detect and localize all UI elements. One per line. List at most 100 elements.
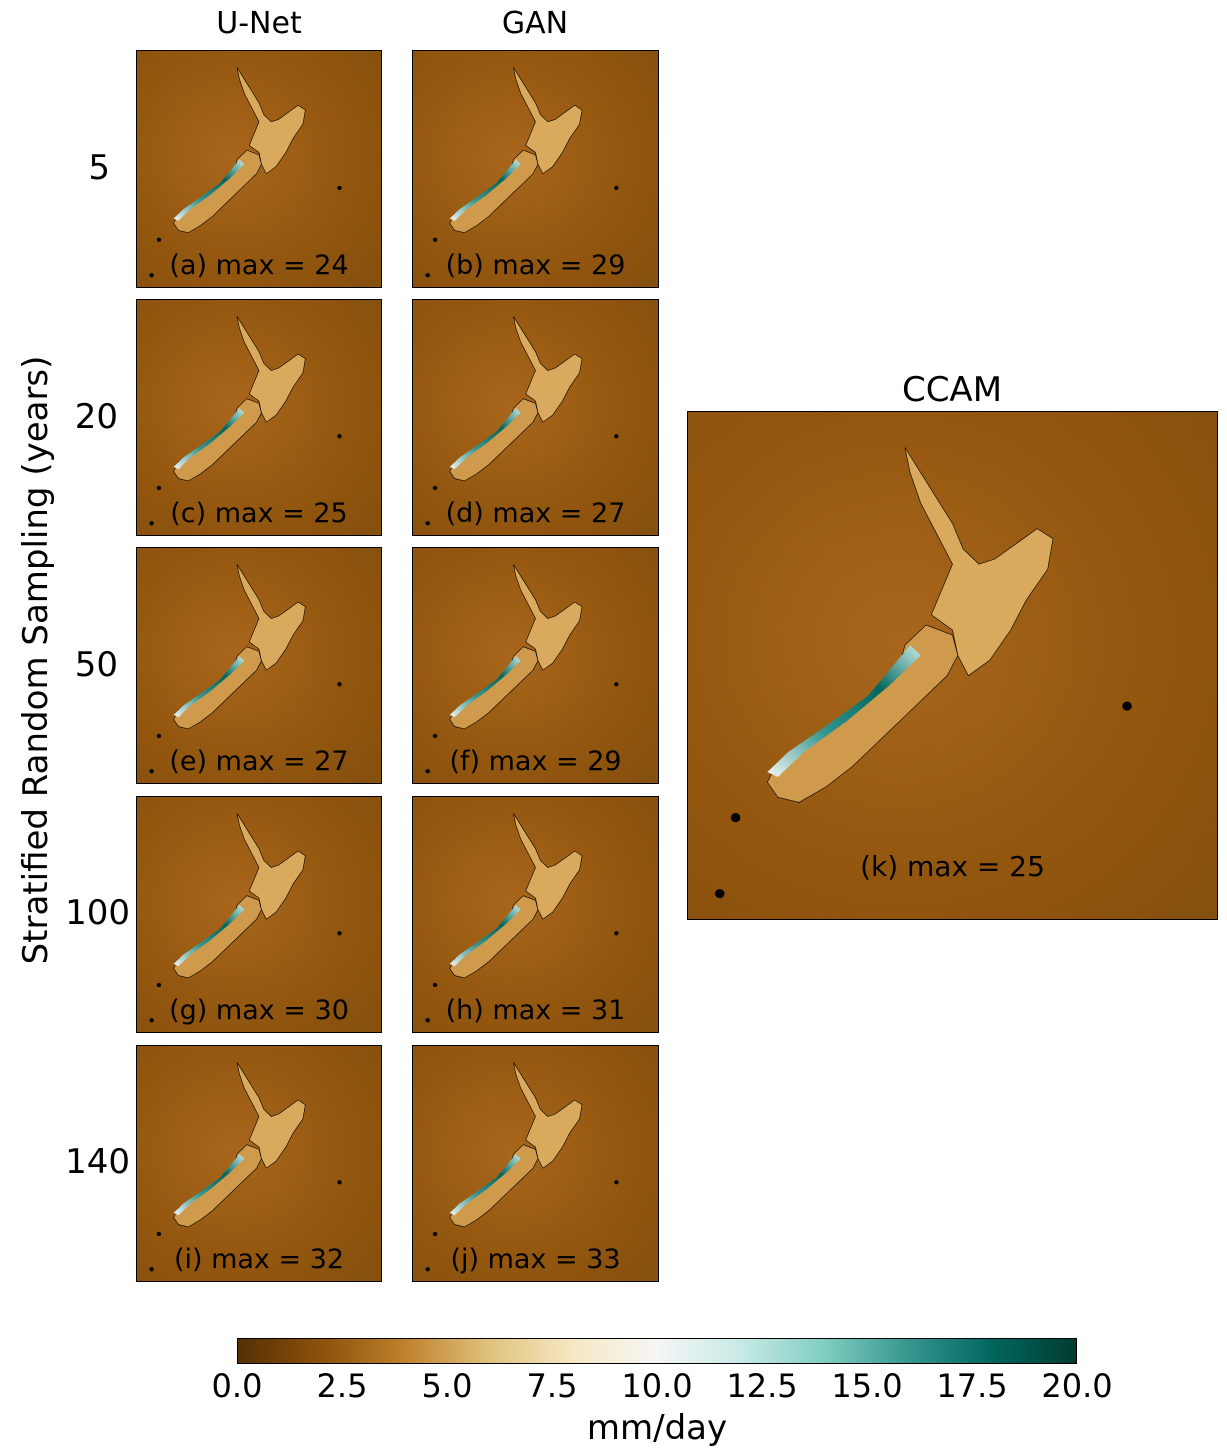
panel-unet-5: (a) max = 24 bbox=[136, 50, 382, 288]
north-island-outline bbox=[513, 68, 582, 174]
colorbar-ticks: 0.0 2.5 5.0 7.5 10.0 12.5 15.0 17.5 20.0 bbox=[212, 1367, 1113, 1407]
small-island bbox=[425, 769, 430, 774]
colorbar-tick-0: 0.0 bbox=[211, 1367, 263, 1405]
small-island bbox=[149, 1018, 154, 1023]
ccam-title: CCAM bbox=[901, 370, 1003, 410]
heavy-rain-streak bbox=[449, 656, 521, 718]
small-island bbox=[432, 733, 438, 739]
colorbar-tick-4: 10.0 bbox=[621, 1367, 693, 1405]
panel-label-d: (d) max = 27 bbox=[445, 498, 626, 529]
heavy-rain-streak bbox=[449, 1154, 521, 1216]
small-island bbox=[149, 521, 154, 526]
precipitation-map-a bbox=[137, 51, 381, 287]
small-island bbox=[337, 185, 342, 191]
colorbar-label: mm/day bbox=[586, 1408, 728, 1448]
precipitation-map-c bbox=[137, 300, 381, 535]
panel-unet-50: (e) max = 27 bbox=[136, 547, 382, 784]
heavy-rain-streak bbox=[173, 656, 245, 718]
heavy-rain-streak bbox=[173, 1154, 245, 1216]
precipitation-map-d bbox=[413, 300, 658, 535]
small-island bbox=[337, 434, 342, 439]
panel-label-b: (b) max = 29 bbox=[445, 250, 626, 281]
precipitation-map-k bbox=[688, 412, 1217, 919]
heavy-rain-streak bbox=[449, 408, 521, 470]
small-island bbox=[614, 1180, 619, 1185]
row-label-5: 5 bbox=[88, 148, 110, 188]
panel-label-g: (g) max = 30 bbox=[169, 995, 349, 1026]
precipitation-map-h bbox=[413, 797, 658, 1032]
heavy-rain-streak bbox=[449, 905, 521, 967]
panel-unet-140: (i) max = 32 bbox=[136, 1045, 382, 1282]
panel-label-e: (e) max = 27 bbox=[169, 746, 349, 777]
panel-label-k: (k) max = 25 bbox=[860, 850, 1045, 883]
row-label-50: 50 bbox=[74, 645, 118, 685]
colorbar-bar bbox=[237, 1338, 1077, 1364]
panel-ccam: (k) max = 25 bbox=[687, 411, 1218, 920]
north-island-outline bbox=[237, 316, 305, 422]
small-island bbox=[149, 273, 154, 278]
small-island bbox=[432, 982, 438, 988]
column-title-gan: GAN bbox=[501, 6, 569, 41]
precipitation-map-i bbox=[137, 1046, 381, 1281]
panel-label-j: (j) max = 33 bbox=[450, 1244, 621, 1275]
north-island-outline bbox=[513, 1062, 582, 1168]
north-island-outline bbox=[237, 564, 305, 670]
panel-label-a: (a) max = 24 bbox=[169, 250, 349, 281]
small-island bbox=[614, 931, 619, 936]
precipitation-map-b bbox=[413, 51, 658, 287]
small-island bbox=[156, 237, 162, 242]
precipitation-map-j bbox=[413, 1046, 658, 1281]
small-island bbox=[425, 273, 430, 278]
colorbar-tick-2: 5.0 bbox=[421, 1367, 473, 1405]
precipitation-map-f bbox=[413, 548, 658, 783]
small-island bbox=[730, 813, 741, 823]
small-island bbox=[614, 185, 619, 191]
small-island bbox=[156, 733, 162, 739]
small-island bbox=[614, 682, 619, 687]
small-island bbox=[425, 1267, 430, 1272]
precipitation-map-e bbox=[137, 548, 381, 783]
heavy-rain-streak bbox=[449, 159, 521, 221]
north-island-outline bbox=[905, 447, 1053, 675]
small-island bbox=[714, 889, 725, 899]
panel-unet-20: (c) max = 25 bbox=[136, 299, 382, 536]
column-title-unet: U-Net bbox=[216, 6, 302, 41]
precipitation-map-g bbox=[137, 797, 381, 1032]
panel-label-f: (f) max = 29 bbox=[449, 746, 622, 777]
small-island bbox=[425, 521, 430, 526]
north-island-outline bbox=[237, 813, 305, 919]
small-island bbox=[432, 1231, 438, 1237]
small-island bbox=[149, 1267, 154, 1272]
small-island bbox=[1122, 701, 1132, 711]
heavy-rain-streak bbox=[173, 159, 245, 221]
small-island bbox=[432, 237, 438, 242]
colorbar bbox=[237, 1338, 1077, 1364]
colorbar-tick-7: 17.5 bbox=[936, 1367, 1008, 1405]
colorbar-tick-5: 12.5 bbox=[726, 1367, 798, 1405]
small-island bbox=[432, 485, 438, 491]
colorbar-tick-8: 20.0 bbox=[1041, 1367, 1113, 1405]
small-island bbox=[425, 1018, 430, 1023]
north-island-outline bbox=[513, 564, 582, 670]
small-island bbox=[337, 931, 342, 936]
heavy-rain-streak bbox=[173, 905, 245, 967]
colorbar-tick-1: 2.5 bbox=[316, 1367, 368, 1405]
panel-label-i: (i) max = 32 bbox=[173, 1244, 345, 1275]
small-island bbox=[337, 1180, 342, 1185]
north-island-outline bbox=[513, 316, 582, 422]
panel-gan-5: (b) max = 29 bbox=[412, 50, 659, 288]
panel-gan-50: (f) max = 29 bbox=[412, 547, 659, 784]
small-island bbox=[149, 769, 154, 774]
heavy-rain-streak bbox=[173, 408, 245, 470]
small-island bbox=[156, 982, 162, 988]
small-island bbox=[337, 682, 342, 687]
small-island bbox=[156, 1231, 162, 1237]
row-label-20: 20 bbox=[74, 397, 118, 437]
north-island-outline bbox=[237, 68, 305, 174]
colorbar-tick-3: 7.5 bbox=[526, 1367, 578, 1405]
panel-label-c: (c) max = 25 bbox=[170, 498, 348, 529]
small-island bbox=[614, 434, 619, 439]
panel-label-h: (h) max = 31 bbox=[445, 995, 626, 1026]
colorbar-tick-6: 15.0 bbox=[831, 1367, 903, 1405]
panel-gan-140: (j) max = 33 bbox=[412, 1045, 659, 1282]
